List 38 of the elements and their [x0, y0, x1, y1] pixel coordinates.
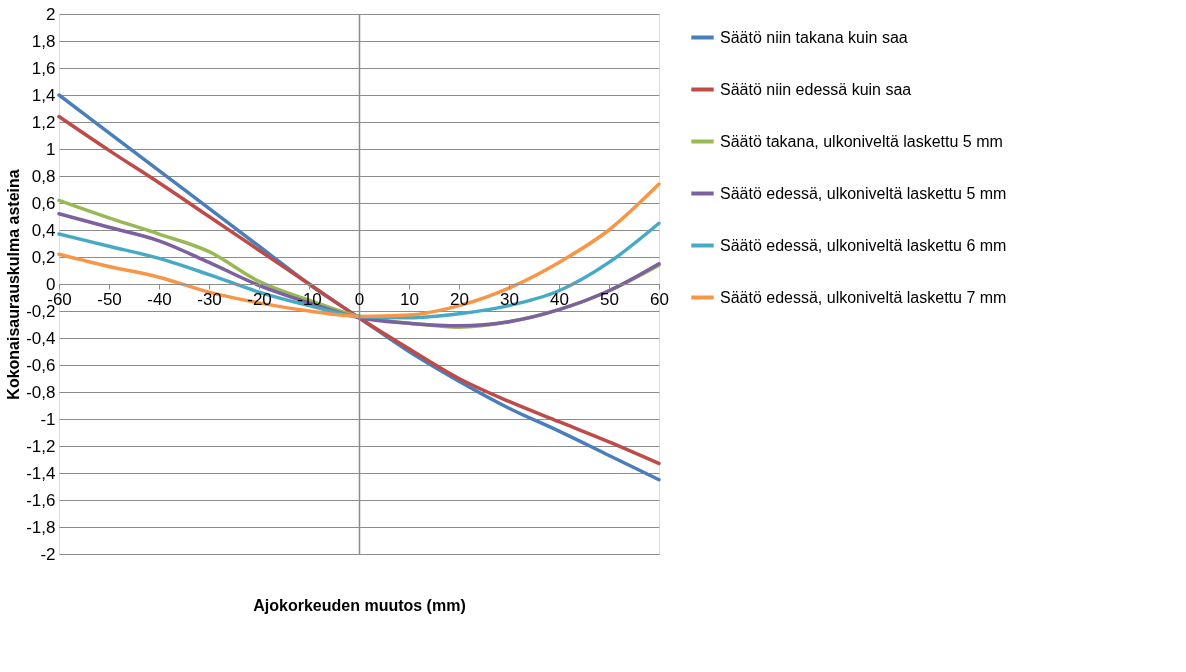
- legend-label: Säätö edessä, ulkoniveltä laskettu 7 mm: [720, 288, 1007, 306]
- x-tick-label: 0: [354, 289, 365, 309]
- x-tick-label: -30: [197, 289, 222, 309]
- y-axis-title: Kokonaisaurauskulma asteina: [5, 169, 23, 400]
- x-tick-label: 50: [600, 289, 619, 309]
- x-tick-label: -50: [97, 289, 122, 309]
- y-tick-label: 0,8: [31, 166, 56, 186]
- y-tick-label: 1,6: [31, 58, 56, 78]
- y-tick-label: -0,4: [26, 328, 56, 348]
- y-tick-label: 1,4: [31, 85, 56, 105]
- y-tick-label: 1: [46, 139, 56, 159]
- y-tick-label: 0: [46, 274, 56, 294]
- legend-label: Säätö edessä, ulkoniveltä laskettu 5 mm: [720, 184, 1007, 202]
- y-tick-label: -2: [40, 544, 56, 564]
- y-tick-label: 1,8: [31, 31, 56, 51]
- x-axis-title: Ajokorkeuden muutos (mm): [253, 596, 466, 614]
- x-tick-label: 20: [450, 289, 469, 309]
- y-tick-label: -0,8: [26, 382, 56, 402]
- x-tick-label: 10: [400, 289, 419, 309]
- y-tick-label: 0,4: [31, 220, 56, 240]
- x-tick-label: 40: [550, 289, 569, 309]
- x-tick-label: 60: [650, 289, 669, 309]
- y-tick-label: -1,6: [26, 490, 56, 510]
- x-tick-label: -40: [147, 289, 172, 309]
- legend-label: Säätö niin takana kuin saa: [720, 28, 908, 46]
- y-tick-label: -1,4: [26, 463, 56, 483]
- y-tick-label: 0,2: [31, 247, 56, 267]
- x-tick-label: 30: [500, 289, 519, 309]
- y-tick-label: 1,2: [31, 112, 56, 132]
- y-tick-label: -0,6: [26, 355, 56, 375]
- y-tick-label: 2: [46, 4, 56, 24]
- legend-label: Säätö takana, ulkoniveltä laskettu 5 mm: [720, 132, 1003, 150]
- y-tick-label: -1,8: [26, 517, 56, 537]
- legend-label: Säätö niin edessä kuin saa: [720, 80, 912, 98]
- y-tick-label: -1: [40, 409, 56, 429]
- y-tick-label: -1,2: [26, 436, 56, 456]
- legend-label: Säätö edessä, ulkoniveltä laskettu 6 mm: [720, 236, 1007, 254]
- y-tick-label: 0,6: [31, 193, 56, 213]
